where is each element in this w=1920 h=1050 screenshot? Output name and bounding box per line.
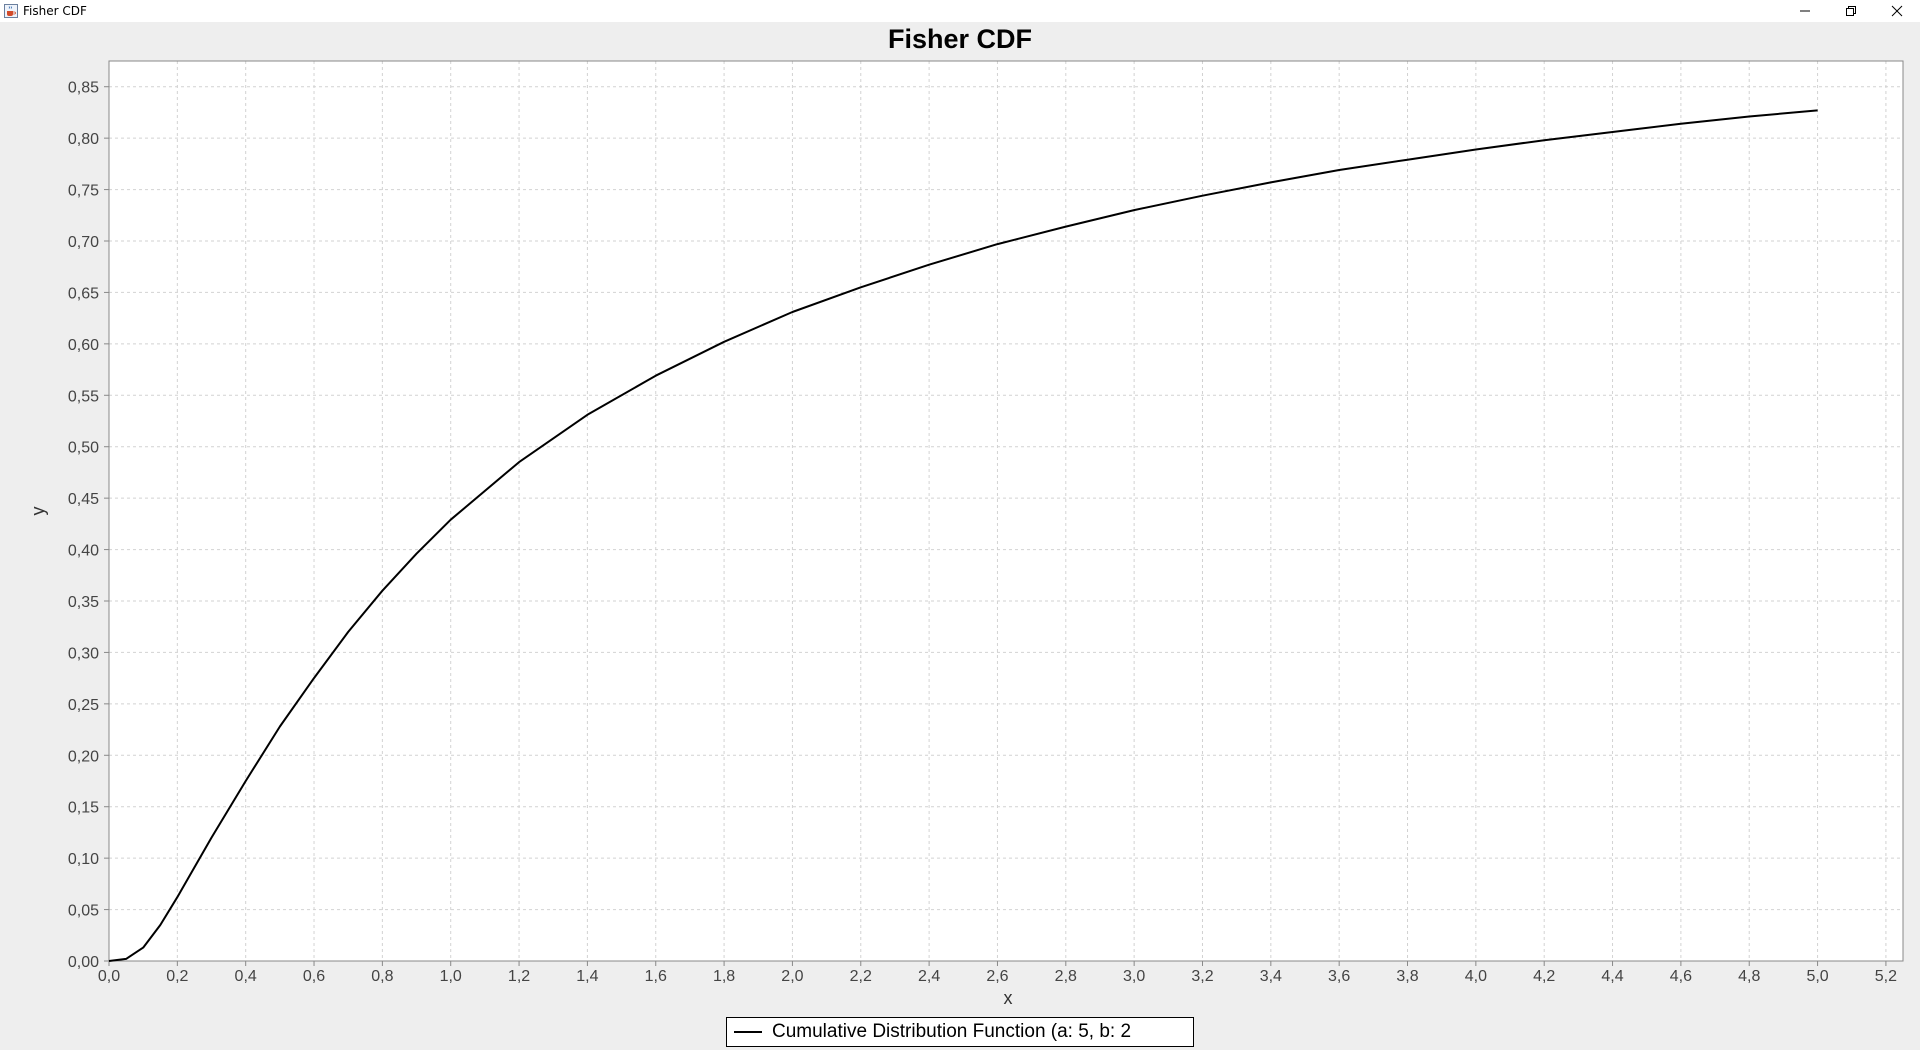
window-titlebar: Fisher CDF (0, 0, 1920, 22)
x-tick-label: 1,8 (713, 968, 735, 985)
x-tick-label: 2,0 (781, 968, 803, 985)
y-tick-label: 0,35 (68, 594, 99, 611)
y-tick-label: 0,20 (68, 748, 99, 765)
x-tick-label: 3,6 (1328, 968, 1350, 985)
y-tick-label: 0,75 (68, 183, 99, 200)
x-tick-label: 5,2 (1875, 968, 1897, 985)
chart-legend: Cumulative Distribution Function (a: 5, … (726, 1017, 1194, 1047)
y-tick-label: 0,30 (68, 645, 99, 662)
x-tick-label: 1,4 (576, 968, 598, 985)
restore-icon (1846, 6, 1856, 16)
x-tick-label: 3,0 (1123, 968, 1145, 985)
cdf-series-line (108, 109, 1818, 962)
y-tick-label: 0,15 (68, 800, 99, 817)
minimize-button[interactable] (1782, 0, 1828, 22)
x-tick-label: 3,4 (1260, 968, 1282, 985)
plot-area (109, 61, 1903, 961)
y-tick-label: 0,25 (68, 697, 99, 714)
y-tick-label: 0,45 (68, 491, 99, 508)
x-tick-label: 4,8 (1738, 968, 1760, 985)
close-icon (1891, 5, 1903, 17)
y-tick-label: 0,40 (68, 543, 99, 560)
y-tick-label: 0,65 (68, 285, 99, 302)
x-tick-label: 0,4 (235, 968, 257, 985)
window-title: Fisher CDF (23, 4, 87, 18)
y-tick-label: 0,50 (68, 440, 99, 457)
y-tick-label: 0,00 (68, 954, 99, 971)
y-tick-label: 0,85 (68, 80, 99, 97)
x-tick-label: 2,4 (918, 968, 940, 985)
java-cup-icon (4, 4, 18, 18)
x-tick-label: 3,8 (1396, 968, 1418, 985)
x-tick-label: 5,0 (1806, 968, 1828, 985)
x-tick-label: 4,2 (1533, 968, 1555, 985)
y-tick-label: 0,10 (68, 851, 99, 868)
window-controls (1782, 0, 1920, 22)
restore-button[interactable] (1828, 0, 1874, 22)
close-button[interactable] (1874, 0, 1920, 22)
minimize-icon (1800, 10, 1810, 12)
x-tick-label: 2,8 (1055, 968, 1077, 985)
x-tick-label: 4,6 (1670, 968, 1692, 985)
y-axis-label: y (28, 507, 48, 516)
x-tick-label: 0,0 (98, 968, 120, 985)
x-tick-label: 1,2 (508, 968, 530, 985)
x-tick-label: 1,0 (440, 968, 462, 985)
chart-title: Fisher CDF (888, 24, 1032, 54)
plot-border (108, 60, 1904, 962)
legend-line-swatch (734, 1031, 762, 1033)
x-tick-label: 4,0 (1465, 968, 1487, 985)
y-tick-label: 0,05 (68, 903, 99, 920)
y-tick-label: 0,70 (68, 234, 99, 251)
x-tick-label: 3,2 (1191, 968, 1213, 985)
x-tick-label: 0,8 (371, 968, 393, 985)
y-tick-label: 0,55 (68, 388, 99, 405)
y-tick-label: 0,60 (68, 337, 99, 354)
x-tick-label: 2,2 (850, 968, 872, 985)
x-tick-label: 0,6 (303, 968, 325, 985)
y-tick-label: 0,80 (68, 131, 99, 148)
legend-label: Cumulative Distribution Function (a: 5, … (772, 1021, 1132, 1042)
x-tick-label: 2,6 (986, 968, 1008, 985)
x-tick-label: 4,4 (1601, 968, 1623, 985)
x-tick-label: 0,2 (166, 968, 188, 985)
x-axis-label: x (1004, 988, 1013, 1008)
fisher-cdf-chart: 0,0 0,2 0,4 0,6 0,8 1,0 1,2 1,4 1,6 1,8 2,0 2,2 2,4 2… (28, 24, 1904, 1008)
chart-panel: 0,0 0,2 0,4 0,6 0,8 1,0 1,2 1,4 1,6 1,8 2,0 2,2 2,4 2… (0, 22, 1920, 1050)
x-tick-label: 1,6 (645, 968, 667, 985)
